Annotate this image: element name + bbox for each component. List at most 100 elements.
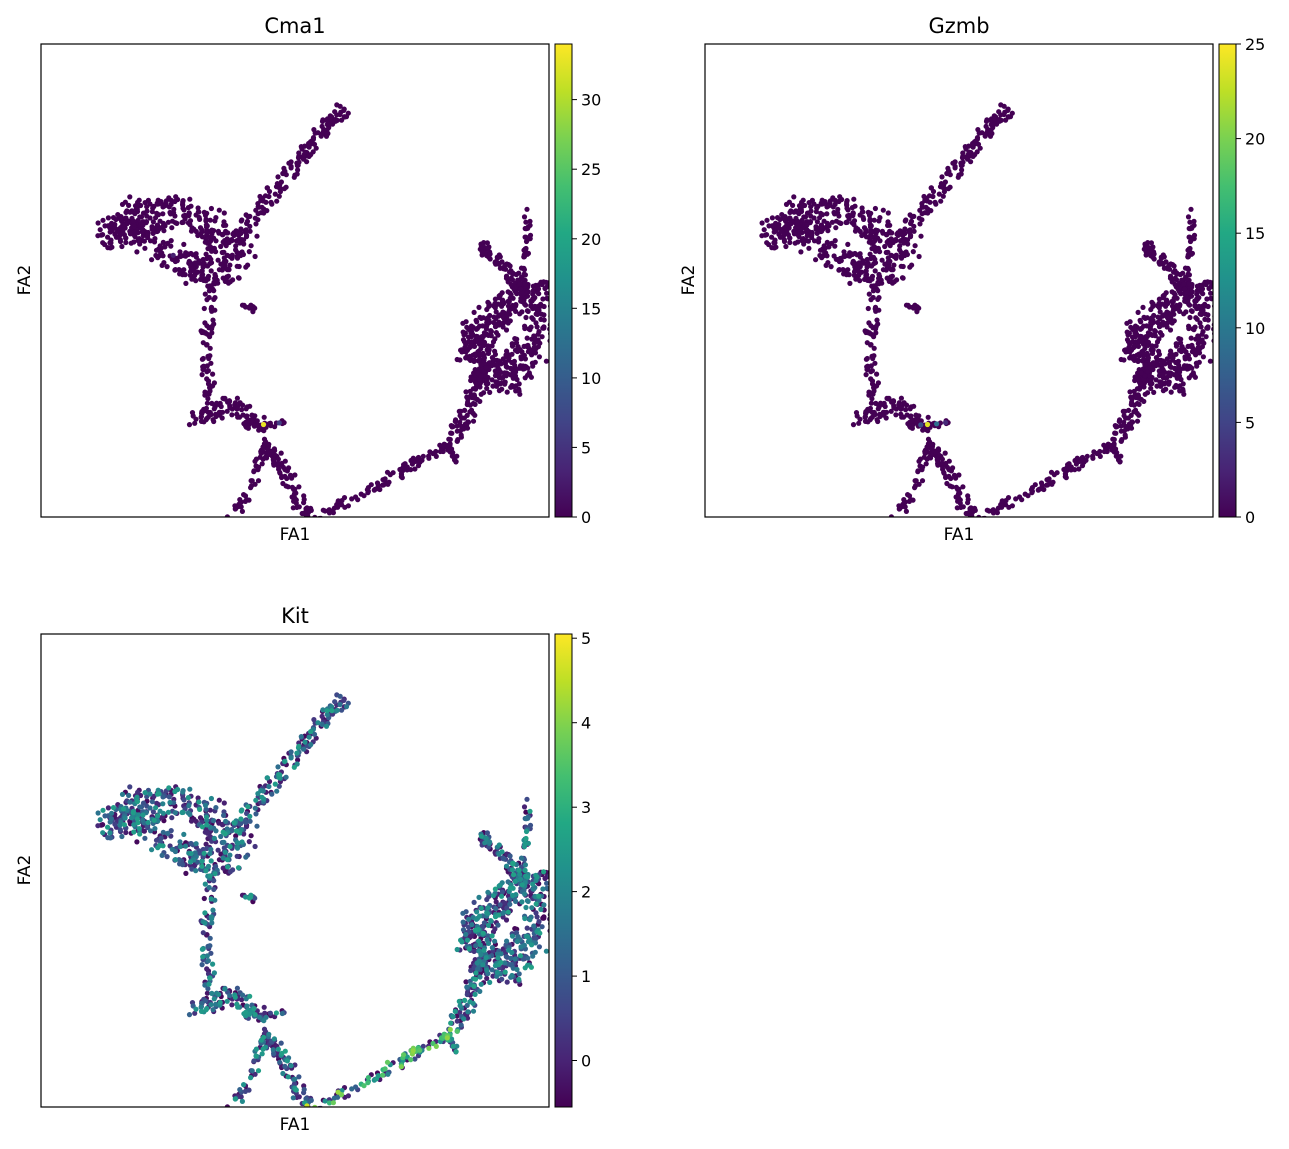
cell-point	[968, 505, 974, 511]
cell-point	[1130, 355, 1136, 361]
cell-point	[493, 323, 499, 329]
cell-point	[460, 919, 466, 925]
cell-point	[872, 268, 878, 274]
cell-point	[188, 818, 195, 824]
cell-point	[782, 216, 788, 222]
cell-point	[1190, 370, 1196, 376]
cell-point	[539, 334, 545, 340]
cell-point	[259, 461, 265, 467]
cell-point	[872, 412, 878, 418]
cell-point	[235, 414, 241, 420]
cell-point	[1135, 309, 1141, 315]
cell-point	[142, 835, 148, 841]
cell-point	[771, 240, 777, 246]
cell-point	[527, 218, 533, 224]
cell-point	[885, 210, 891, 216]
cell-point	[528, 324, 534, 330]
cell-point	[866, 239, 872, 245]
cell-point	[192, 420, 198, 426]
cell-point	[275, 460, 281, 466]
cell-point	[261, 209, 267, 215]
cell-point	[98, 232, 104, 238]
cell-point	[204, 369, 210, 375]
cell-point	[939, 174, 945, 180]
cell-point	[811, 215, 817, 221]
cell-point	[526, 370, 532, 376]
cell-point	[880, 207, 886, 213]
cell-point	[897, 247, 903, 253]
cell-point	[786, 199, 793, 205]
cell-point	[545, 296, 549, 302]
cell-point	[817, 215, 823, 221]
cell-point	[517, 281, 523, 287]
cell-point	[168, 243, 174, 249]
cell-point	[1178, 366, 1184, 372]
cell-point	[408, 467, 414, 473]
cell-point	[873, 330, 879, 336]
cell-point	[797, 229, 803, 235]
cell-point	[917, 207, 923, 213]
cell-point	[1121, 357, 1127, 363]
cell-point	[365, 485, 371, 491]
cell-point	[945, 168, 952, 174]
cell-point	[161, 260, 167, 266]
cell-point	[769, 215, 776, 221]
cell-point	[489, 945, 495, 951]
cell-point	[942, 420, 949, 426]
cell-point	[481, 920, 487, 926]
cell-point	[119, 833, 125, 840]
cell-point	[777, 216, 783, 223]
cell-point	[862, 414, 868, 420]
cell-point	[916, 253, 922, 260]
cell-point	[1206, 285, 1212, 292]
cell-point	[530, 953, 536, 959]
cell-point	[275, 174, 281, 180]
cell-point	[886, 278, 892, 284]
cell-point	[173, 194, 179, 200]
cell-point	[1046, 476, 1052, 482]
cell-point	[955, 493, 961, 500]
panel-title: Cma1	[264, 14, 325, 38]
cell-point	[339, 707, 345, 713]
cell-point	[476, 304, 482, 310]
cell-point	[195, 795, 201, 801]
cell-point	[296, 1094, 302, 1100]
cell-point	[811, 201, 817, 207]
cell-point	[863, 234, 870, 240]
cell-point	[484, 323, 490, 329]
cell-point	[187, 261, 193, 267]
cell-point	[117, 827, 123, 833]
cell-point	[471, 358, 477, 364]
cell-point	[524, 237, 531, 243]
cell-point	[212, 307, 218, 313]
cell-point	[296, 159, 302, 165]
cell-point	[260, 444, 266, 450]
cell-point	[501, 856, 507, 862]
cell-point	[1005, 107, 1011, 113]
cell-point	[484, 385, 490, 391]
cell-point	[845, 267, 851, 273]
cell-point	[444, 443, 450, 450]
cell-point	[224, 236, 230, 242]
cell-point	[872, 238, 878, 244]
cell-point	[193, 854, 199, 860]
cell-point	[837, 255, 844, 261]
cell-point	[242, 304, 249, 310]
colorbar	[554, 43, 573, 518]
cell-point	[278, 450, 284, 456]
cell-point	[203, 806, 209, 813]
cell-point	[471, 899, 477, 906]
cell-point	[223, 818, 229, 825]
cell-point	[1119, 437, 1125, 443]
cell-point	[113, 216, 119, 223]
cell-point	[310, 135, 317, 141]
cell-point	[485, 933, 491, 939]
cell-point	[1181, 281, 1187, 287]
cell-point	[251, 1058, 257, 1064]
cell-point	[1013, 496, 1019, 502]
cell-point	[290, 1095, 296, 1101]
cell-point	[457, 1009, 463, 1016]
cell-point	[134, 249, 140, 255]
cell-point	[235, 275, 242, 281]
cell-point	[1167, 352, 1173, 358]
